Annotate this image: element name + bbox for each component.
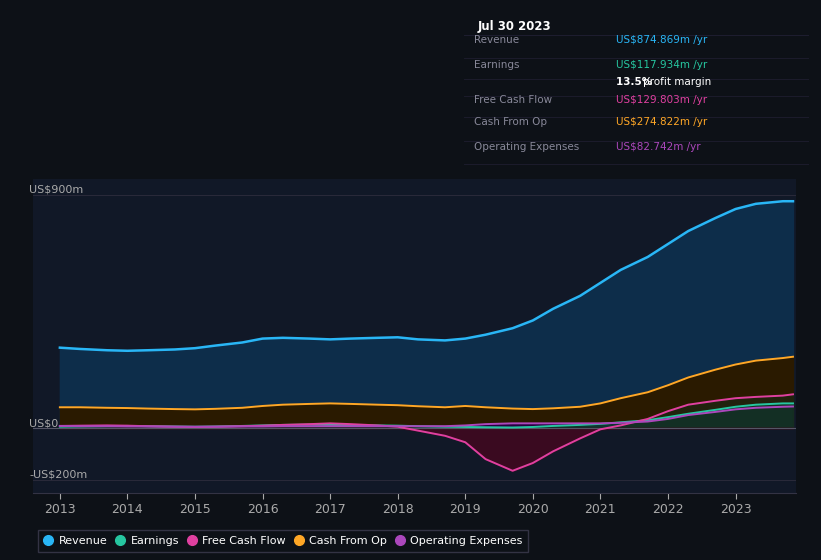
- Text: profit margin: profit margin: [643, 77, 712, 87]
- Text: -US$200m: -US$200m: [29, 470, 87, 480]
- Text: US$900m: US$900m: [29, 185, 83, 195]
- Text: US$82.742m /yr: US$82.742m /yr: [616, 142, 700, 152]
- Text: US$874.869m /yr: US$874.869m /yr: [616, 35, 707, 45]
- Text: US$117.934m /yr: US$117.934m /yr: [616, 59, 707, 69]
- Text: US$274.822m /yr: US$274.822m /yr: [616, 118, 707, 127]
- Legend: Revenue, Earnings, Free Cash Flow, Cash From Op, Operating Expenses: Revenue, Earnings, Free Cash Flow, Cash …: [39, 530, 529, 552]
- Text: Earnings: Earnings: [475, 59, 520, 69]
- Text: 13.5%: 13.5%: [616, 77, 655, 87]
- Text: Free Cash Flow: Free Cash Flow: [475, 95, 553, 105]
- Text: Jul 30 2023: Jul 30 2023: [478, 20, 551, 33]
- Text: Cash From Op: Cash From Op: [475, 118, 548, 127]
- Text: US$129.803m /yr: US$129.803m /yr: [616, 95, 707, 105]
- Text: Revenue: Revenue: [475, 35, 520, 45]
- Text: Operating Expenses: Operating Expenses: [475, 142, 580, 152]
- Text: US$0: US$0: [29, 418, 58, 428]
